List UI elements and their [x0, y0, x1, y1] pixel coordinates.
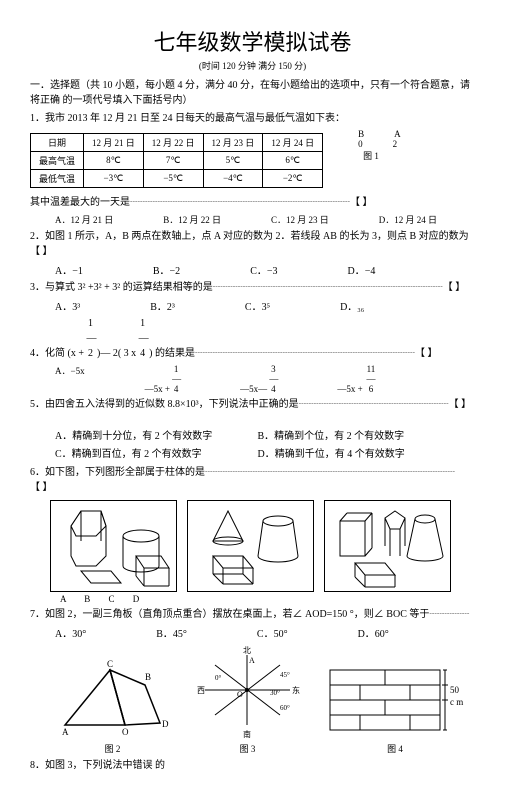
q7-text: 7．如图 2，一副三角板（直角顶点重合）摆放在桌面上，若∠ AOD=150 °，… — [30, 607, 475, 622]
q1-tail: 其中温差最大的一天是┈┈┈┈┈┈┈┈┈┈┈┈┈┈┈┈┈┈┈┈┈┈【 】 — [30, 195, 475, 210]
q1-optC: C．12 月 23 日 — [271, 213, 329, 226]
r2-label: 最低气温 — [31, 170, 84, 188]
q2-optC: C．−3 — [250, 262, 277, 277]
r1c4: 6℃ — [263, 152, 323, 170]
q7-optB: B．45° — [156, 625, 187, 640]
q1-optD: D．12 月 24 日 — [379, 213, 437, 226]
q6-figures — [50, 500, 475, 592]
q1-table: 日期 12 月 21 日 12 月 22 日 12 月 23 日 12 月 24… — [30, 133, 323, 188]
q2-optB: B．−2 — [153, 262, 180, 277]
r2c3: −4℃ — [203, 170, 263, 188]
q2-text: 2．如图 1 所示，A，B 两点在数轴上，点 A 对应的数为 2．若线段 AB … — [30, 229, 475, 259]
q4-optA: A．−5x — [55, 364, 85, 394]
svg-text:北: 北 — [243, 646, 251, 655]
fig4-box: 50 c m 图 4 — [320, 655, 470, 755]
q3-options: A．3³ B．2³ C．3⁵ D．₃₆ — [55, 298, 475, 313]
fig2-box: A C B D O 图 2 — [50, 655, 175, 755]
r2c4: −2℃ — [263, 170, 323, 188]
q7-figures: A C B D O 图 2 北 A 45° 30° 60° 0° O 东 西 南… — [50, 645, 475, 755]
q7-optC: C．50° — [257, 625, 288, 640]
r2c2: −5℃ — [143, 170, 203, 188]
th-d1: 12 月 21 日 — [84, 134, 144, 152]
r1c3: 5℃ — [203, 152, 263, 170]
q5-optsAB: A．精确到十分位，有 2 个有效数字 B．精确到个位，有 2 个有效数字 — [55, 429, 475, 444]
q5-optsCD: C．精确到百位，有 2 个有效数字 D．精确到千位，有 4 个有效数字 — [55, 447, 475, 462]
svg-text:c m: c m — [450, 697, 463, 707]
q6-labels: A B C D — [60, 594, 475, 604]
q4-optB: —5x + 1—4 — [145, 364, 181, 394]
fig-c — [324, 500, 451, 592]
q6-text: 6．如下图，下列图形全部属于柱体的是┈┈┈┈┈┈┈┈┈┈┈┈┈┈┈┈┈┈┈┈┈┈… — [30, 465, 475, 495]
svg-text:西: 西 — [197, 686, 205, 695]
svg-text:O: O — [122, 727, 129, 737]
svg-text:A: A — [249, 656, 255, 665]
q4-optD: —5x + 11—6 — [337, 364, 377, 394]
svg-text:南: 南 — [243, 729, 251, 739]
svg-text:30°: 30° — [270, 689, 280, 697]
q4-options: A．−5x —5x + 1—4 —5x— 3—4 —5x + 11—6 — [55, 364, 475, 394]
page-title: 七年级数学模拟试卷 — [30, 25, 475, 57]
q7-optA: A．30° — [55, 625, 86, 640]
th-d3: 12 月 23 日 — [203, 134, 263, 152]
fig1-label: BA 02 图 1 — [338, 129, 401, 162]
q3-optA: A．3³ — [55, 298, 80, 313]
r1c2: 7℃ — [143, 152, 203, 170]
q2-optA: A．−1 — [55, 262, 83, 277]
q7-optD: D．60° — [358, 625, 389, 640]
q4-text: 4．化简 (x + 1—2 )— 2( 3 x 1—4 ) 的结果是┈┈┈┈┈┈… — [30, 316, 475, 361]
subtitle: (时间 120 分钟 满分 150 分) — [30, 59, 475, 72]
svg-text:45°: 45° — [280, 671, 290, 679]
q7-options: A．30° B．45° C．50° D．60° — [55, 625, 475, 640]
q4-optC: —5x— 3—4 — [240, 364, 277, 394]
svg-text:B: B — [145, 672, 151, 682]
svg-text:0°: 0° — [215, 674, 222, 682]
q1-text: 1．我市 2013 年 12 月 21 日至 24 日每天的最高气温与最低气温如… — [30, 111, 475, 126]
q3-optC: C．3⁵ — [245, 298, 270, 313]
fig3-box: 北 A 45° 30° 60° 0° O 东 西 南 图 3 — [185, 645, 310, 755]
fig-a — [50, 500, 177, 592]
q2-options: A．−1 B．−2 C．−3 D．−4 — [55, 262, 475, 277]
q5-text: 5．由四舍五入法得到的近似数 8.8×10³，下列说法中正确的是┈┈┈┈┈┈┈┈… — [30, 397, 475, 412]
th-d4: 12 月 24 日 — [263, 134, 323, 152]
q8-text: 8．如图 3，下列说法中错误 的 — [30, 758, 475, 773]
q3-optD: D．₃₆ — [340, 298, 364, 313]
section-heading: 一．选择题（共 10 小题，每小题 4 分，满分 40 分，在每小题给出的选项中… — [30, 78, 475, 108]
r2c1: −3℃ — [84, 170, 144, 188]
svg-text:60°: 60° — [280, 704, 290, 712]
th-d2: 12 月 22 日 — [143, 134, 203, 152]
svg-text:O: O — [237, 690, 243, 699]
svg-text:东: 东 — [292, 685, 300, 695]
q1-options: A．12 月 21 日 B．12 月 22 日 C．12 月 23 日 D．12… — [55, 213, 475, 226]
svg-text:A: A — [62, 727, 69, 737]
q1-optB: B．12 月 22 日 — [163, 213, 221, 226]
svg-text:D: D — [162, 719, 169, 729]
svg-text:C: C — [107, 659, 113, 669]
fig-b — [187, 500, 314, 592]
q3-text: 3．与算式 3² +3² + 3² 的运算结果相等的是┈┈┈┈┈┈┈┈┈┈┈┈┈… — [30, 280, 475, 295]
th-date: 日期 — [31, 134, 84, 152]
q1-optA: A．12 月 21 日 — [55, 213, 113, 226]
q3-optB: B．2³ — [150, 298, 175, 313]
q2-optD: D．−4 — [348, 262, 376, 277]
svg-text:50: 50 — [450, 685, 460, 695]
r1-label: 最高气温 — [31, 152, 84, 170]
r1c1: 8℃ — [84, 152, 144, 170]
